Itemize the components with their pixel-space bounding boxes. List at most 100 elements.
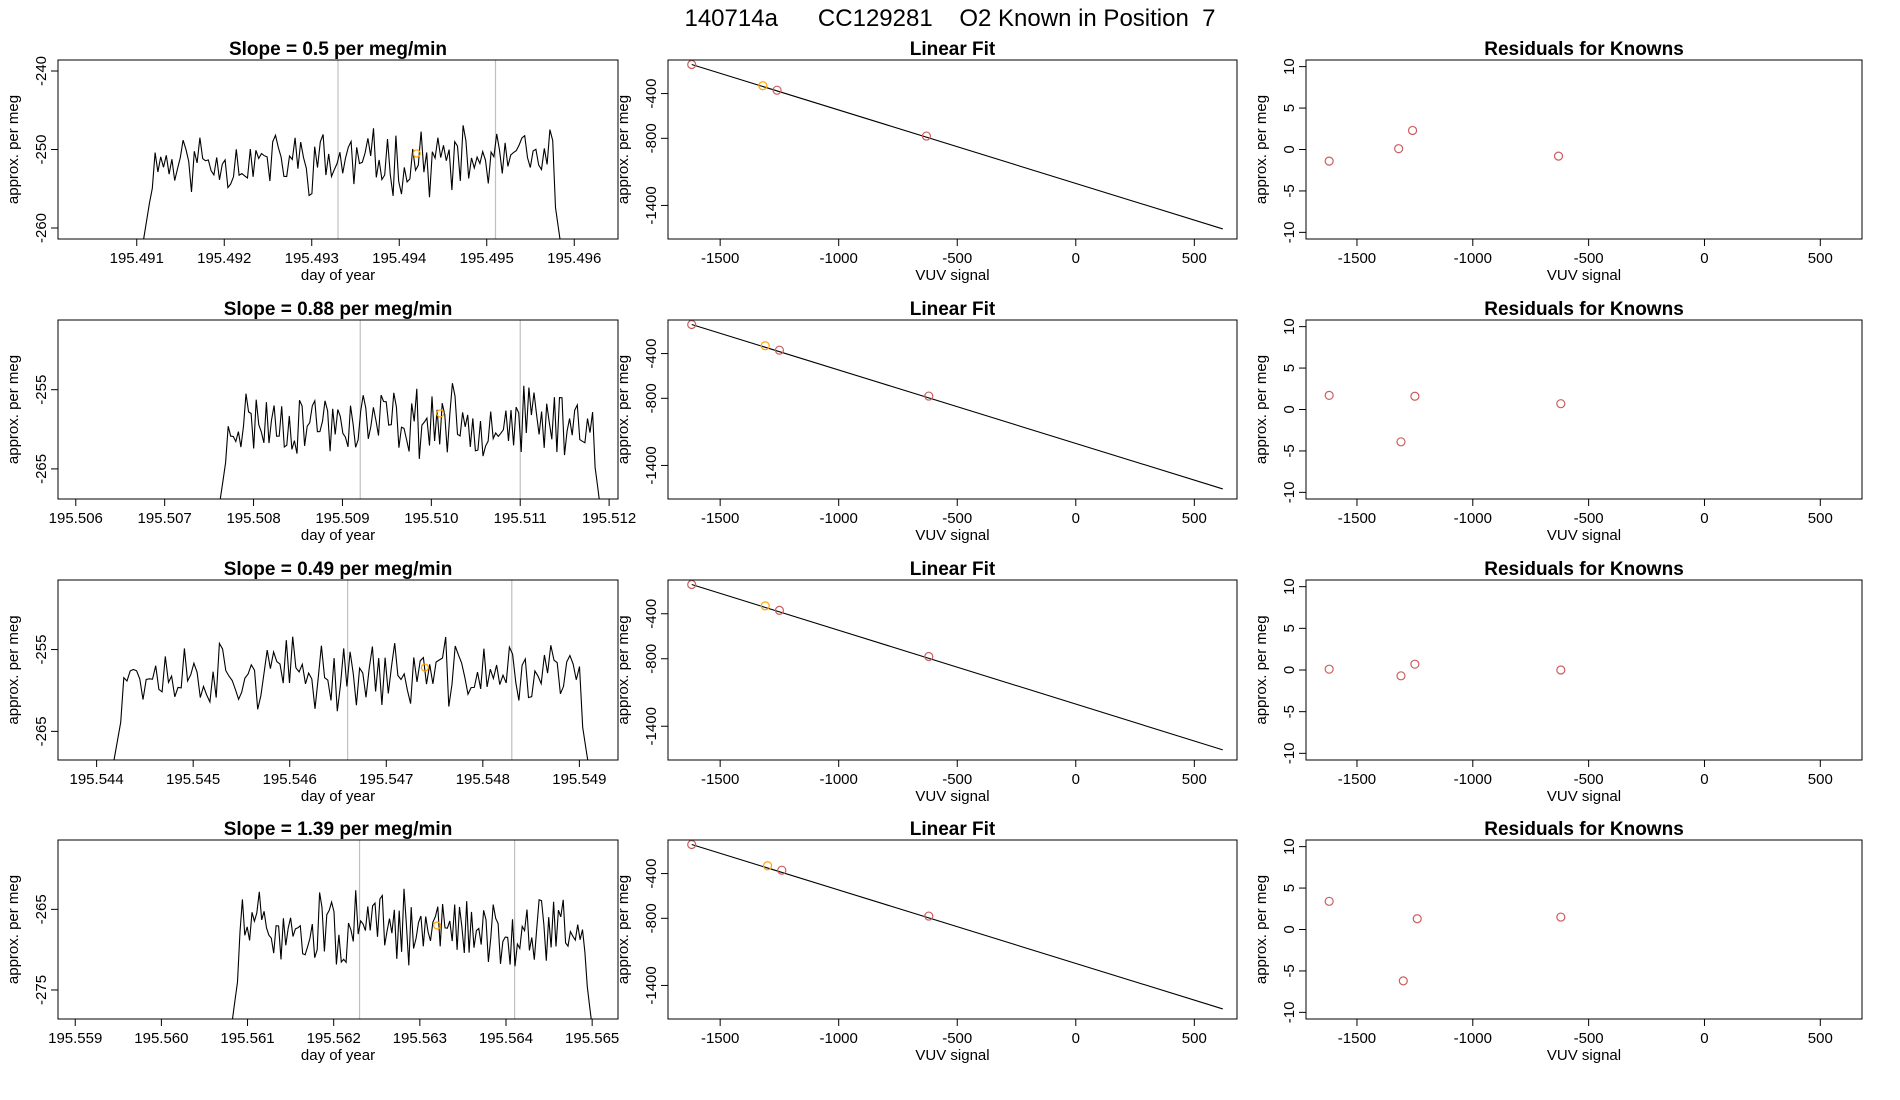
data-point [1410, 391, 1420, 401]
x-tick-label: -500 [942, 510, 972, 527]
data-point [772, 85, 782, 95]
x-tick-label: 500 [1182, 771, 1207, 788]
data-point [1324, 156, 1334, 166]
y-tick-label: -1400 [643, 707, 660, 745]
x-tick-label: 195.562 [307, 1030, 361, 1047]
x-tick-label: 195.544 [70, 771, 124, 788]
x-tick-label: -500 [1574, 510, 1604, 527]
x-tick-label: -1500 [701, 1030, 739, 1047]
data-point [1412, 914, 1422, 924]
panel-title: Linear Fit [910, 559, 996, 580]
plot-area [231, 840, 592, 1019]
fit-line [691, 843, 1223, 1010]
panel-grid: Slope = 0.5 per meg/min 195.491 195.492 195… [5, 39, 1863, 1064]
data-point [1398, 976, 1408, 986]
data-point [924, 911, 934, 921]
x-tick-label: 195.496 [547, 250, 601, 267]
y-tick-label: -1400 [643, 186, 660, 224]
x-tick-label: 195.547 [359, 771, 413, 788]
x-tick-label: 0 [1700, 250, 1708, 267]
x-tick-label: -500 [942, 1030, 972, 1047]
y-tick-label: 0 [1281, 666, 1298, 674]
y-axis-label: approx. per meg [615, 95, 632, 204]
x-tick-label: -1500 [1338, 510, 1376, 527]
y-tick-label: 5 [1281, 624, 1298, 632]
x-tick-label: 500 [1808, 510, 1833, 527]
y-tick-label: -10 [1281, 222, 1298, 244]
data-point-known [420, 663, 429, 672]
plot-area [1324, 125, 1564, 166]
y-tick-label: -255 [33, 375, 50, 405]
y-tick-label: -5 [1281, 964, 1298, 977]
panel-frame [57, 579, 619, 761]
x-tick-label: 195.493 [285, 250, 339, 267]
panel-r3-c1: Slope = 0.49 per meg/min 195.544 195.545 19… [5, 559, 619, 805]
data-point-known [436, 409, 445, 418]
panel-title: Residuals for Knowns [1484, 299, 1684, 320]
panel-r2-c2: Linear Fit -1500 -1000 -500 0 500 VUV signal -4… [615, 299, 1238, 544]
x-tick-label: 500 [1808, 250, 1833, 267]
x-axis-label: VUV signal [1547, 788, 1621, 805]
figure-title: 140714a CC129281 O2 Known in Position 7 [684, 5, 1215, 32]
x-tick-label: 0 [1072, 250, 1080, 267]
x-tick-label: -1000 [820, 250, 858, 267]
y-tick-label: -275 [33, 975, 50, 1005]
x-tick-label: 195.494 [372, 250, 426, 267]
plot-area [219, 320, 600, 499]
x-tick-label: 195.512 [582, 510, 636, 527]
x-tick-label: 195.506 [49, 510, 103, 527]
data-point [774, 605, 785, 615]
data-point [924, 651, 934, 662]
series-line [231, 888, 592, 1019]
y-tick-label: -10 [1281, 1002, 1298, 1024]
x-tick-label: 195.511 [494, 510, 547, 527]
data-point-known [412, 149, 421, 158]
panel-title: Residuals for Knowns [1484, 559, 1684, 580]
x-tick-label: -1500 [701, 771, 739, 788]
x-tick-label: -500 [1574, 771, 1604, 788]
data-point [1324, 896, 1334, 906]
x-tick-label: 195.565 [565, 1030, 619, 1047]
y-tick-label: -10 [1281, 742, 1298, 764]
panel-title: Residuals for Knowns [1484, 819, 1684, 840]
y-tick-label: -400 [643, 859, 660, 889]
panel-r4-c3: Residuals for Knowns -1500 -1000 -500 0 500 VU… [1253, 819, 1863, 1064]
panel-r3-c2: Linear Fit -1500 -1000 -500 0 500 VUV signal -4… [615, 559, 1238, 805]
y-tick-label: -250 [33, 134, 50, 164]
y-axis-label: approx. per meg [615, 615, 632, 724]
panel-title: Residuals for Knowns [1484, 39, 1684, 60]
x-tick-label: -1000 [820, 771, 858, 788]
panel-r3-c3: Residuals for Knowns -1500 -1000 -500 0 500 VU… [1253, 559, 1863, 805]
panel-r4-c1: Slope = 1.39 per meg/min 195.559 195.560 19… [5, 819, 619, 1064]
plot-area [1324, 390, 1566, 447]
x-tick-label: 195.563 [393, 1030, 447, 1047]
panel-frame [57, 319, 619, 500]
x-tick-label: 500 [1808, 771, 1833, 788]
panel-title: Slope = 0.88 per meg/min [224, 299, 453, 320]
y-tick-label: -5 [1281, 444, 1298, 457]
y-tick-label: 10 [1281, 838, 1298, 855]
x-tick-label: 195.508 [226, 510, 280, 527]
x-tick-label: 195.548 [456, 771, 510, 788]
data-point [1394, 144, 1404, 154]
panel-r1-c2: Linear Fit -1500 -1000 -500 0 500 VUV signal -4… [615, 39, 1238, 284]
panel-frame [1305, 839, 1863, 1020]
x-tick-label: 195.510 [404, 510, 458, 527]
y-tick-label: -1400 [643, 966, 660, 1004]
panel-r2-c3: Residuals for Knowns -1500 -1000 -500 0 500 VU… [1253, 299, 1863, 544]
data-point [1396, 437, 1406, 447]
x-tick-label: 195.546 [263, 771, 317, 788]
y-tick-label: -400 [643, 79, 660, 109]
data-point [1410, 659, 1420, 669]
panel-frame [667, 839, 1238, 1020]
x-tick-label: 195.495 [460, 250, 514, 267]
x-axis-label: day of year [301, 527, 375, 544]
panel-title: Linear Fit [910, 299, 996, 320]
fit-line [691, 583, 1223, 751]
x-axis-label: VUV signal [915, 1047, 989, 1064]
fit-line [691, 323, 1223, 490]
x-tick-label: 195.507 [138, 510, 192, 527]
y-axis-label: approx. per meg [1253, 615, 1270, 724]
